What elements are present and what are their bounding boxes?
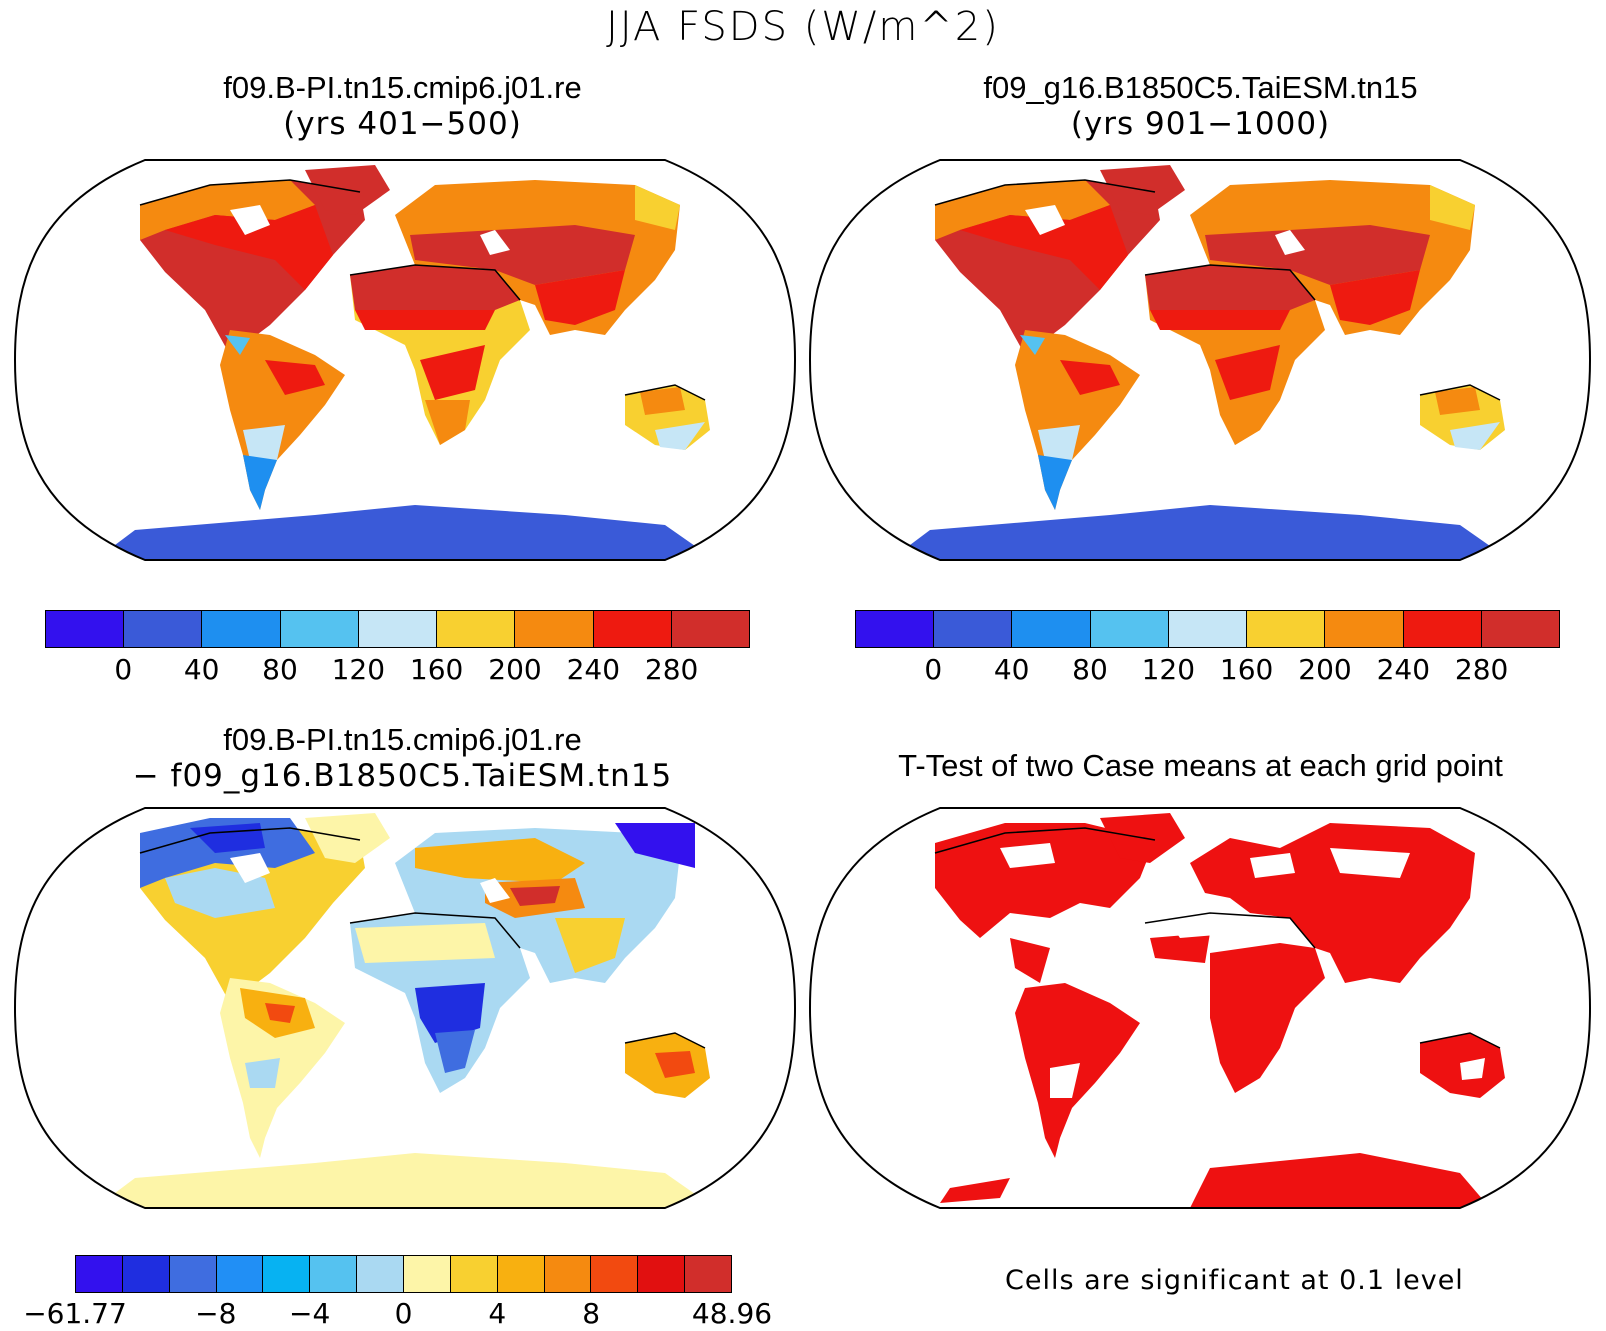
colorbar-swatch	[1403, 611, 1482, 647]
colorbar-tick-label: 80	[262, 653, 298, 686]
colorbar-swatch	[591, 1256, 639, 1292]
africa	[1210, 943, 1325, 1093]
antarctica	[95, 1153, 715, 1208]
colorbar-swatch	[404, 1256, 451, 1292]
colorbar-swatch	[76, 1256, 123, 1292]
colorbar-tick-label: 48.96	[691, 1297, 773, 1330]
case2-title: f09_g16.B1850C5.TaiESM.tn15	[983, 70, 1418, 105]
colorbar-tick-label: 4	[488, 1297, 507, 1330]
colorbar-case2	[855, 610, 1560, 648]
colorbar-swatch	[856, 611, 935, 647]
colorbar-swatch	[216, 1256, 264, 1292]
colorbar-swatch	[593, 611, 672, 647]
colorbar-swatch	[544, 1256, 592, 1292]
map-case2	[808, 159, 1592, 561]
map-ttest	[808, 807, 1592, 1209]
colorbar-swatch	[263, 1256, 311, 1292]
colorbar-tick-label: 240	[566, 653, 621, 686]
colorbar-tick-label: 200	[488, 653, 542, 686]
colorbar-tick-label: 280	[1454, 653, 1509, 686]
north-america	[935, 823, 1155, 938]
colorbar-tick-label: −8	[195, 1297, 237, 1330]
colorbar-tick-label: 40	[993, 653, 1030, 686]
south-america	[220, 978, 345, 1158]
panel-title-case1: f09.B-PI.tn15.cmip6.j01.re (yrs 401−500)	[0, 70, 805, 142]
colorbar-swatch	[450, 1256, 498, 1292]
colorbar-tick-label: 0	[924, 653, 943, 686]
colorbar-swatch	[122, 1256, 170, 1292]
significance-note: Cells are significant at 0.1 level	[1005, 1265, 1464, 1296]
colorbar-swatch	[310, 1256, 358, 1292]
colorbar-tick-label: 40	[183, 653, 220, 686]
south-america	[1015, 330, 1140, 510]
colorbar-tick-label: 80	[1072, 653, 1108, 686]
panel-title-case2: f09_g16.B1850C5.TaiESM.tn15 (yrs 901−100…	[795, 70, 1606, 142]
antarctica	[95, 505, 715, 560]
colorbar-swatch	[202, 611, 281, 647]
case2-years: (yrs 901−1000)	[1070, 106, 1331, 142]
colorbar-tick-label: 8	[582, 1297, 601, 1330]
colorbar-tick-label: 120	[1141, 653, 1196, 686]
colorbar-case2-ticks: 0 40 80 120 160 200 240 280	[855, 653, 1560, 687]
colorbar-tick-label: 160	[1219, 653, 1274, 686]
diff-title: f09.B-PI.tn15.cmip6.j01.re	[223, 722, 582, 757]
colorbar-swatch	[1168, 611, 1248, 647]
colorbar-swatch	[515, 611, 594, 647]
colorbar-swatch	[1481, 611, 1559, 647]
colorbar-tick-label: 0	[394, 1297, 413, 1330]
colorbar-swatch	[685, 1256, 732, 1292]
colorbar-swatch	[671, 611, 749, 647]
colorbar-swatch	[358, 611, 438, 647]
colorbar-swatch	[1247, 611, 1326, 647]
colorbar-swatch	[934, 611, 1013, 647]
colorbar-difference-ticks: −61.77 −8 −4 0 4 8 48.96	[23, 1297, 772, 1331]
panel-title-diff: f09.B-PI.tn15.cmip6.j01.re − f09_g16.B18…	[0, 722, 805, 794]
colorbar-tick-label: −4	[289, 1297, 331, 1330]
colorbar-tick-label: −61.77	[23, 1297, 127, 1330]
colorbar-swatch	[280, 611, 359, 647]
antarctica	[890, 505, 1510, 560]
south-america	[220, 330, 345, 510]
colorbar-swatch	[1325, 611, 1404, 647]
diff-subtitle: − f09_g16.B1850C5.TaiESM.tn15	[132, 758, 673, 794]
map-case1	[13, 159, 797, 561]
colorbar-swatch	[1090, 611, 1169, 647]
figure-title: JJA FSDS (W/m^2)	[606, 4, 1000, 50]
colorbar-swatch	[437, 611, 516, 647]
colorbar-swatch	[497, 1256, 545, 1292]
colorbar-tick-label: 200	[1298, 653, 1352, 686]
colorbar-difference	[75, 1255, 732, 1293]
colorbar-swatch	[46, 611, 125, 647]
colorbar-case1-ticks: 0 40 80 120 160 200 240 280	[45, 653, 750, 687]
colorbar-swatch	[1012, 611, 1091, 647]
antarctica	[1190, 1153, 1490, 1208]
case1-years: (yrs 401−500)	[283, 106, 522, 142]
map-difference	[13, 807, 797, 1209]
colorbar-tick-label: 240	[1376, 653, 1431, 686]
ttest-title: T-Test of two Case means at each grid po…	[898, 748, 1503, 783]
colorbar-swatch	[169, 1256, 217, 1292]
colorbar-swatch	[124, 611, 203, 647]
colorbar-case1	[45, 610, 750, 648]
colorbar-swatch	[638, 1256, 686, 1292]
panel-title-ttest: T-Test of two Case means at each grid po…	[795, 748, 1606, 784]
colorbar-tick-label: 280	[644, 653, 699, 686]
colorbar-tick-label: 120	[331, 653, 386, 686]
case1-title: f09.B-PI.tn15.cmip6.j01.re	[223, 70, 582, 105]
colorbar-tick-label: 0	[114, 653, 133, 686]
colorbar-tick-label: 160	[409, 653, 464, 686]
colorbar-swatch	[357, 1256, 405, 1292]
